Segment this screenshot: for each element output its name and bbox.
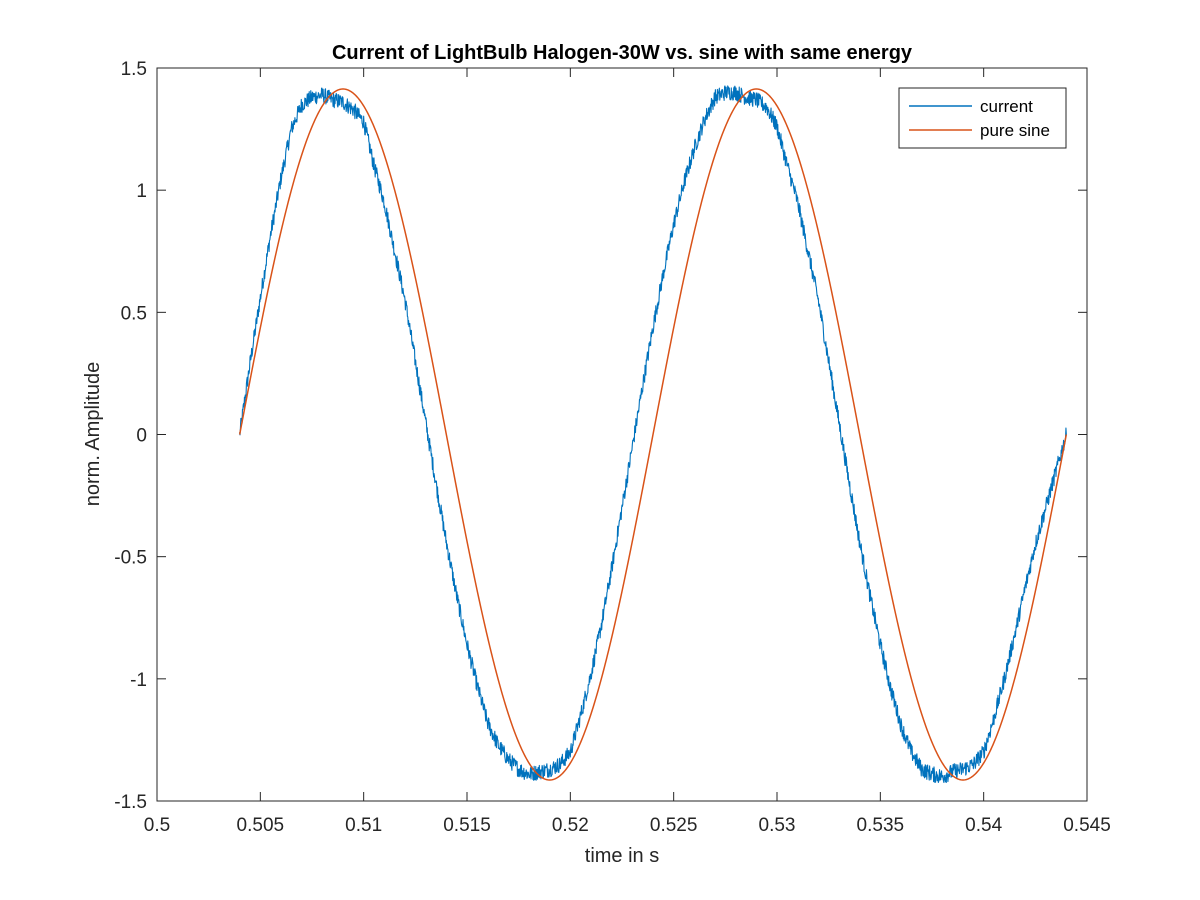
legend-label-current: current (980, 97, 1033, 116)
x-axis-label: time in s (585, 845, 659, 867)
x-tick-label: 0.505 (237, 815, 285, 836)
y-tick-label: 0 (136, 426, 147, 447)
y-tick-label: 0.5 (121, 303, 147, 324)
chart-title: Current of LightBulb Halogen-30W vs. sin… (332, 42, 913, 64)
y-tick-label: -0.5 (114, 548, 147, 569)
x-tick-label: 0.525 (650, 815, 698, 836)
x-tick-label: 0.5 (144, 815, 170, 836)
legend: current pure sine (898, 87, 1067, 149)
y-tick-label: 1 (136, 181, 147, 202)
x-tick-label: 0.53 (759, 815, 796, 836)
x-tick-label: 0.515 (443, 815, 491, 836)
y-tick-label: -1 (130, 670, 147, 691)
x-tick-label: 0.545 (1063, 815, 1111, 836)
legend-box (898, 87, 1067, 149)
x-tick-label: 0.54 (965, 815, 1002, 836)
series-line-pure-sine (238, 88, 1068, 781)
plot-area (157, 68, 1087, 801)
tick-layer: 0.5 0.505 0.51 0.515 0.52 0.525 0.53 0.535 0.54 0… (114, 59, 1111, 836)
x-tick-label: 0.52 (552, 815, 589, 836)
y-tick-label: 1.5 (121, 59, 147, 80)
y-axis-label: norm. Amplitude (82, 362, 104, 507)
y-tick-label: -1.5 (114, 792, 147, 813)
x-tick-label: 0.535 (857, 815, 905, 836)
x-tick-label: 0.51 (345, 815, 382, 836)
series-layer (238, 85, 1068, 783)
series-line-current (239, 85, 1067, 783)
legend-label-pure-sine: pure sine (980, 121, 1050, 140)
